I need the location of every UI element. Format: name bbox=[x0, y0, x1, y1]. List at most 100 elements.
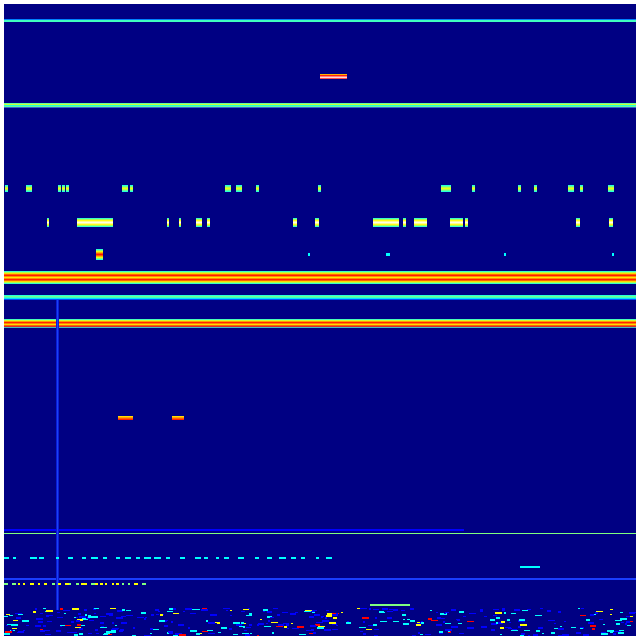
noise bbox=[64, 613, 66, 614]
noise bbox=[304, 611, 311, 612]
noise bbox=[266, 623, 268, 624]
noise bbox=[167, 611, 173, 612]
noise bbox=[562, 634, 569, 636]
noise bbox=[295, 612, 298, 613]
noise bbox=[445, 612, 449, 613]
noise bbox=[230, 615, 232, 616]
noise bbox=[171, 621, 173, 623]
marker bbox=[77, 218, 113, 227]
noise bbox=[92, 616, 98, 618]
marker bbox=[445, 185, 451, 192]
noise bbox=[592, 628, 595, 630]
noise bbox=[226, 610, 228, 611]
noise bbox=[164, 625, 168, 627]
noise bbox=[451, 609, 456, 611]
noise bbox=[439, 632, 443, 634]
noise bbox=[493, 609, 499, 610]
noise bbox=[94, 608, 99, 609]
noise bbox=[380, 621, 387, 622]
dot bbox=[100, 583, 103, 585]
noise bbox=[159, 620, 165, 622]
noise bbox=[402, 614, 406, 616]
noise bbox=[299, 634, 306, 635]
noise bbox=[558, 635, 563, 636]
noise bbox=[326, 615, 332, 617]
marker bbox=[612, 253, 614, 256]
noise bbox=[13, 620, 18, 621]
noise bbox=[291, 623, 293, 624]
noise bbox=[520, 624, 527, 626]
dot bbox=[76, 583, 79, 585]
noise bbox=[436, 624, 442, 626]
noise bbox=[290, 613, 296, 615]
noise bbox=[387, 611, 393, 612]
noise bbox=[313, 632, 316, 634]
noise bbox=[244, 630, 247, 631]
noise bbox=[75, 627, 81, 628]
noise bbox=[451, 626, 458, 628]
noise bbox=[212, 622, 219, 623]
noise bbox=[362, 617, 369, 619]
noise bbox=[387, 617, 392, 619]
noise bbox=[333, 617, 337, 619]
dot bbox=[82, 557, 86, 559]
marker bbox=[207, 218, 210, 227]
noise bbox=[360, 608, 367, 609]
noise bbox=[239, 626, 245, 627]
noise bbox=[459, 633, 464, 634]
noise bbox=[292, 628, 299, 629]
marker bbox=[518, 185, 521, 192]
noise bbox=[26, 625, 29, 626]
noise bbox=[115, 625, 117, 626]
noise bbox=[601, 633, 608, 635]
marker bbox=[580, 185, 583, 192]
noise bbox=[150, 633, 152, 634]
noise bbox=[444, 613, 446, 614]
noise bbox=[245, 634, 250, 636]
noise bbox=[283, 623, 289, 624]
noise bbox=[313, 610, 317, 611]
noise bbox=[18, 631, 24, 633]
noise bbox=[467, 621, 474, 622]
marker bbox=[47, 218, 49, 227]
marker bbox=[450, 218, 463, 227]
noise bbox=[233, 622, 240, 624]
noise bbox=[7, 624, 12, 625]
noise bbox=[16, 617, 21, 619]
noise bbox=[270, 617, 274, 618]
dot bbox=[144, 557, 151, 559]
noise bbox=[158, 611, 160, 612]
noise bbox=[621, 622, 624, 623]
noise bbox=[67, 632, 71, 633]
noise bbox=[74, 617, 76, 618]
noise bbox=[480, 610, 483, 612]
noise bbox=[401, 610, 405, 611]
noise bbox=[496, 622, 503, 624]
noise bbox=[18, 614, 23, 615]
noise bbox=[155, 609, 159, 611]
noise bbox=[416, 624, 421, 626]
noise bbox=[117, 610, 123, 612]
noise bbox=[150, 628, 153, 630]
noise bbox=[79, 628, 83, 630]
dot bbox=[105, 583, 107, 585]
noise bbox=[599, 619, 603, 620]
noise bbox=[78, 613, 81, 615]
noise bbox=[615, 620, 622, 621]
marker bbox=[122, 185, 128, 192]
noise bbox=[156, 614, 159, 615]
noise bbox=[267, 616, 272, 618]
noise bbox=[60, 608, 63, 610]
marker bbox=[172, 416, 184, 420]
noise bbox=[403, 619, 405, 620]
dot bbox=[116, 557, 120, 559]
noise bbox=[309, 633, 313, 634]
marker bbox=[465, 218, 468, 227]
noise bbox=[145, 617, 147, 618]
marker bbox=[130, 185, 133, 192]
noise bbox=[626, 616, 632, 617]
dot bbox=[128, 583, 130, 585]
noise bbox=[312, 612, 315, 613]
noise bbox=[318, 626, 325, 627]
noise bbox=[5, 631, 12, 633]
